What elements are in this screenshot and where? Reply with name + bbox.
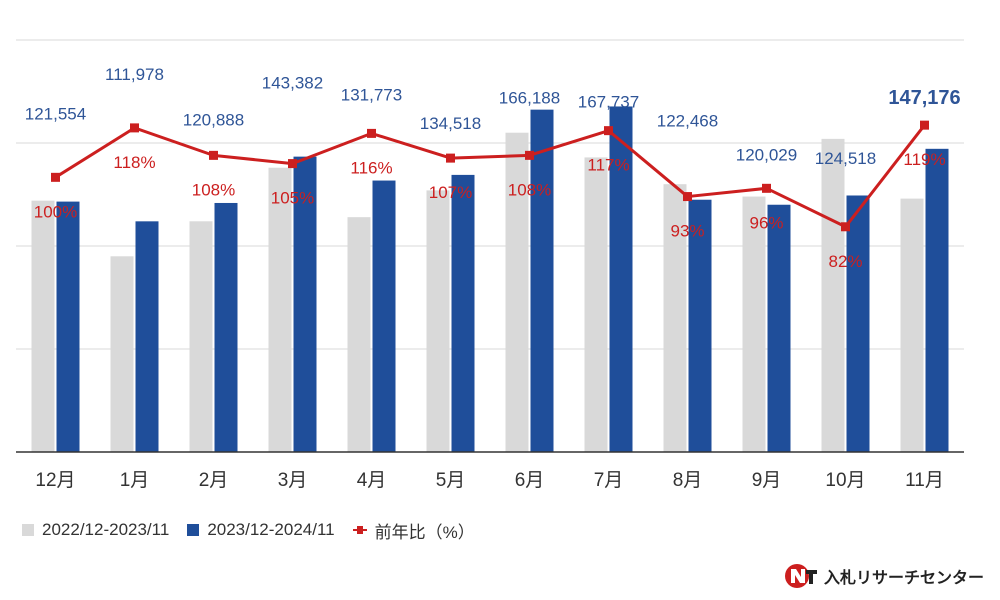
value-label-current-year: 134,518	[420, 114, 481, 133]
yoy-label: 107%	[429, 183, 472, 202]
value-label-current-year: 143,382	[262, 74, 323, 93]
value-label-current-year: 167,737	[578, 93, 639, 112]
x-tick-label: 10月	[825, 470, 865, 491]
legend-label-current-year: 2023/12-2024/11	[207, 520, 335, 539]
legend-item-yoy: 前年比（%）	[352, 518, 475, 543]
bar-previous-year	[31, 200, 55, 452]
yoy-label: 119%	[903, 150, 945, 169]
bar-current-year	[609, 106, 633, 452]
bar-current-year	[767, 204, 791, 452]
x-tick-label: 7月	[594, 470, 624, 491]
legend-item-previous-year: 2022/12-2023/11	[22, 520, 169, 540]
bar-current-year	[451, 174, 475, 452]
legend-swatch-yoy	[352, 523, 367, 537]
bar-current-year	[846, 195, 870, 452]
legend-swatch-previous-year	[22, 524, 34, 536]
yoy-point	[51, 172, 60, 182]
yoy-point	[446, 153, 455, 163]
bar-current-year	[530, 109, 554, 453]
value-label-current-year: 147,176	[888, 87, 960, 109]
x-tick-label: 4月	[357, 470, 387, 491]
yoy-label: 82%	[828, 252, 862, 271]
x-tick-label: 3月	[278, 470, 308, 491]
bar-current-year	[214, 202, 238, 452]
yoy-label: 117%	[587, 156, 629, 175]
yoy-label: 100%	[34, 202, 77, 221]
legend-label-yoy: 前年比（%）	[374, 522, 475, 542]
yoy-label: 105%	[271, 189, 314, 208]
yoy-point	[130, 123, 139, 133]
bar-previous-year	[189, 221, 213, 452]
yoy-point	[209, 150, 218, 160]
bar-current-year	[688, 199, 712, 452]
x-tick-label: 1月	[120, 470, 150, 491]
yoy-label: 108%	[192, 180, 235, 199]
legend: 2022/12-2023/11 2023/12-2024/11 前年比（%）	[22, 518, 475, 542]
yoy-label: 96%	[749, 213, 783, 232]
legend-label-previous-year: 2022/12-2023/11	[42, 520, 170, 539]
bar-previous-year	[426, 190, 450, 452]
value-label-current-year: 120,888	[183, 110, 244, 129]
value-label-current-year: 124,518	[815, 149, 876, 168]
nt-logo-icon	[784, 564, 817, 588]
bar-previous-year	[900, 198, 924, 452]
bar-previous-year	[742, 196, 766, 452]
yoy-point	[841, 222, 850, 232]
brand-logo: 入札リサーチセンター	[784, 562, 984, 590]
legend-swatch-current-year	[187, 524, 200, 536]
bar-previous-year	[110, 256, 134, 452]
value-label-current-year: 121,554	[25, 104, 86, 123]
yoy-point	[604, 126, 613, 136]
bar-previous-year	[347, 217, 371, 452]
bar-current-year	[925, 148, 949, 452]
yoy-point	[920, 120, 929, 130]
bar-previous-year	[663, 184, 687, 452]
x-tick-label: 5月	[436, 470, 466, 491]
x-tick-label: 8月	[673, 470, 703, 491]
value-label-current-year: 111,978	[105, 65, 164, 84]
yoy-label: 93%	[670, 222, 704, 241]
x-tick-label: 9月	[752, 470, 782, 491]
value-label-current-year: 166,188	[499, 88, 560, 107]
bar-previous-year	[268, 167, 292, 452]
bar-current-year	[293, 156, 317, 452]
bar-previous-year	[821, 138, 845, 452]
yoy-point	[762, 183, 771, 193]
legend-item-current-year: 2023/12-2024/11	[187, 520, 335, 540]
yoy-point	[525, 150, 534, 160]
yoy-point	[683, 192, 692, 202]
bar-previous-year	[584, 157, 608, 453]
bar-current-year	[56, 201, 80, 452]
yoy-label: 118%	[113, 153, 155, 172]
bar-current-year	[372, 180, 396, 453]
yoy-line	[54, 124, 926, 229]
bar-current-year	[135, 221, 159, 452]
x-tick-label: 12月	[35, 470, 75, 491]
bar-previous-year	[505, 132, 529, 452]
value-label-current-year: 122,468	[657, 112, 718, 131]
yoy-point	[288, 159, 297, 169]
x-tick-label: 6月	[515, 470, 545, 491]
yoy-label: 108%	[508, 180, 551, 199]
yoy-label: 116%	[350, 158, 392, 177]
yoy-point	[367, 128, 376, 138]
x-tick-label: 11月	[905, 470, 944, 491]
x-tick-label: 2月	[199, 470, 229, 491]
value-label-current-year: 120,029	[736, 145, 797, 164]
brand-logo-text: 入札リサーチセンター	[823, 570, 984, 587]
value-label-current-year: 131,773	[341, 85, 402, 104]
